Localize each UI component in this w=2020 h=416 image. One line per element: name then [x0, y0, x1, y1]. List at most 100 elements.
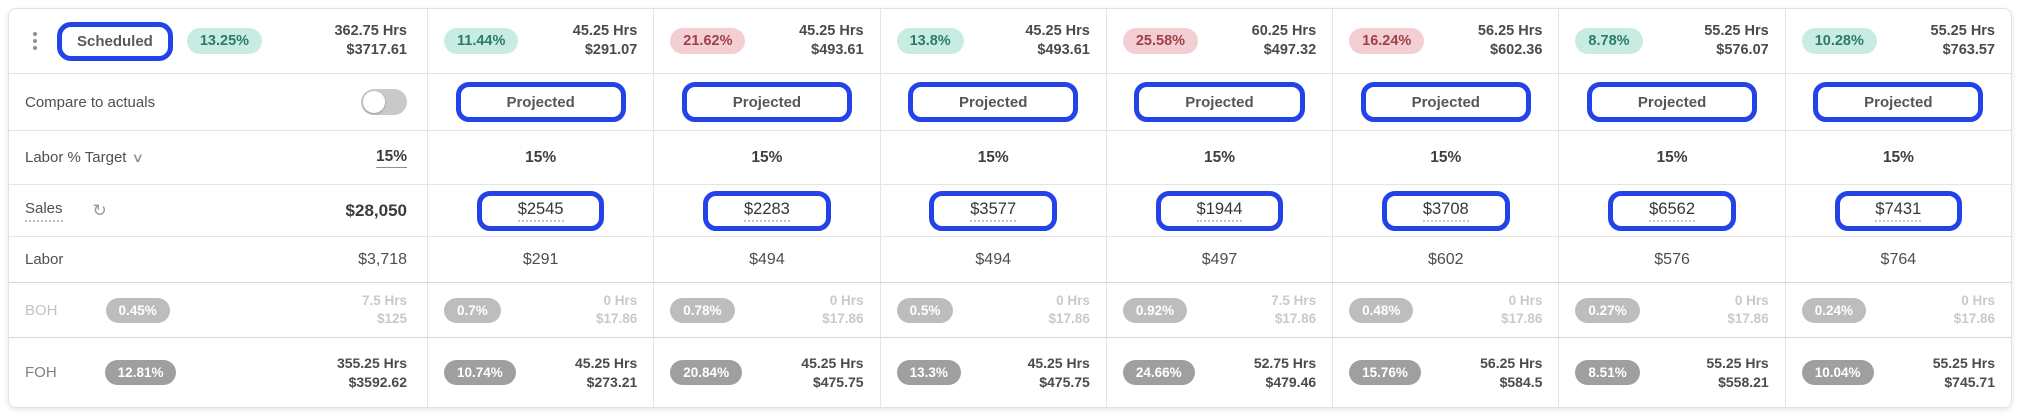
chevron-down-icon: ∨ [132, 149, 145, 165]
sales-input[interactable]: $2545 [476, 190, 605, 231]
boh-percent-badge: 0.45% [105, 297, 170, 323]
boh-percent-badge: 0.92% [1122, 297, 1188, 323]
hours-cost: 56.25 Hrs $602.36 [1477, 23, 1543, 58]
foh-percent-badge: 8.51% [1575, 360, 1640, 385]
labor-value: $291 [522, 250, 559, 268]
sales-value: $2283 [743, 200, 790, 222]
labor-schedule-table: Scheduled 13.25% 362.75 Hrs $3717.61 11.4… [8, 8, 2012, 408]
labor-percent-badge: 21.62% [670, 28, 746, 54]
projected-button[interactable]: Projected [455, 82, 626, 122]
labor-percent-badge: 11.44% [444, 28, 519, 54]
hours-cost: 45.25 Hrs $475.75 [801, 355, 864, 390]
projected-button[interactable]: Projected [1360, 82, 1531, 122]
sales-value: $6562 [1649, 200, 1695, 222]
labor-target-label: Labor % Target [25, 148, 127, 166]
hours-cost: 7.5 Hrs $17.86 [1271, 293, 1317, 326]
sales-input[interactable]: $2283 [703, 190, 831, 231]
day-header-cell: 11.44% 45.25 Hrs $291.07 [427, 9, 653, 73]
hours-cost: 55.25 Hrs $576.07 [1704, 23, 1769, 58]
labor-target-value: 15% [751, 148, 783, 166]
projected-label: Projected [1185, 93, 1254, 111]
labor-target-value: 15% [525, 148, 557, 166]
labor-summary-cell: Labor $3,718 [9, 237, 427, 282]
labor-value: $764 [1880, 250, 1917, 268]
hours-cost: 52.75 Hrs $479.46 [1253, 355, 1317, 390]
boh-summary-cell: BOH 0.45% 7.5 Hrs $125 [9, 283, 427, 337]
hours-cost: 55.25 Hrs $763.57 [1930, 23, 1996, 58]
projected-label: Projected [1411, 93, 1480, 111]
hours-cost: 0 Hrs $17.86 [1727, 293, 1769, 326]
labor-value: $494 [749, 250, 785, 268]
day-header-cell: 8.78% 55.25 Hrs $576.07 [1558, 9, 1784, 73]
labor-target-dropdown[interactable]: Labor % Target ∨ [25, 148, 145, 167]
sales-input[interactable]: $3577 [929, 190, 1057, 231]
boh-percent-badge: 0.48% [1349, 297, 1414, 323]
projected-button[interactable]: Projected [908, 82, 1079, 122]
boh-percent-badge: 0.24% [1801, 297, 1866, 323]
labor-target-value: 15% [977, 148, 1009, 166]
sales-total: $28,050 [345, 200, 407, 220]
hours-cost: 0 Hrs $17.86 [1048, 293, 1090, 326]
hours-cost: 55.25 Hrs $745.71 [1932, 355, 1995, 390]
compare-to-actuals-label: Compare to actuals [25, 93, 156, 111]
projected-button[interactable]: Projected [1813, 82, 1984, 122]
sales-value: $3708 [1422, 200, 1469, 222]
sales-input[interactable]: $1944 [1155, 190, 1284, 231]
foh-percent-badge: 24.66% [1122, 360, 1195, 385]
labor-value: $494 [975, 250, 1011, 268]
scheduled-selector[interactable]: Scheduled [57, 21, 173, 61]
day-header-cell: 16.24% 56.25 Hrs $602.36 [1332, 9, 1558, 73]
sales-input[interactable]: $7431 [1834, 190, 1963, 231]
sales-input[interactable]: $6562 [1608, 190, 1736, 231]
labor-label: Labor [25, 251, 64, 268]
labor-row: Labor $3,718 $291 $494 $494 $497 $602 $5… [9, 236, 2011, 282]
sales-label: Sales [25, 200, 63, 222]
foh-percent-badge: 15.76% [1349, 360, 1421, 385]
labor-target-cell: Labor % Target ∨ 15% [9, 131, 427, 184]
sync-icon[interactable]: ↻ [92, 200, 107, 220]
hours-cost-summary: 7.5 Hrs $125 [361, 293, 407, 326]
toggle-knob [363, 91, 385, 113]
hours-cost-summary: 362.75 Hrs $3717.61 [334, 23, 407, 58]
projected-label: Projected [506, 93, 575, 111]
sales-value: $3577 [970, 200, 1017, 222]
hours-cost: 45.25 Hrs $493.61 [799, 23, 864, 58]
hours-cost: 45.25 Hrs $493.61 [1025, 23, 1090, 58]
labor-percent-badge: 25.58% [1122, 28, 1199, 54]
hours-cost: 0 Hrs $17.86 [595, 293, 638, 326]
sales-input[interactable]: $3708 [1382, 190, 1510, 231]
labor-target-value[interactable]: 15% [375, 148, 407, 168]
boh-percent-badge: 0.27% [1575, 297, 1640, 323]
sales-row: Sales ↻ $28,050 $2545 $2283 $3577 $1944 … [9, 184, 2011, 236]
hours-cost: 45.25 Hrs $273.21 [575, 355, 638, 390]
labor-total: $3,718 [358, 250, 407, 268]
hours-cost: 0 Hrs $17.86 [822, 293, 864, 326]
projected-label: Projected [732, 93, 802, 111]
hours-cost: 0 Hrs $17.86 [1501, 293, 1543, 326]
labor-target-value: 15% [1430, 148, 1462, 166]
sales-summary-cell: Sales ↻ $28,050 [9, 185, 427, 236]
projected-button[interactable]: Projected [1134, 82, 1305, 122]
boh-percent-badge: 0.78% [670, 297, 735, 323]
boh-row: BOH 0.45% 7.5 Hrs $125 0.7% 0 Hrs $17.86 0.… [9, 282, 2011, 337]
sales-value: $7431 [1875, 200, 1922, 222]
hours-cost: 60.25 Hrs $497.32 [1251, 23, 1317, 58]
hours-cost: 45.25 Hrs $475.75 [1027, 355, 1090, 390]
compare-to-actuals-toggle[interactable] [361, 89, 407, 115]
labor-percent-badge: 13.25% [186, 28, 263, 54]
sales-value: $1944 [1196, 200, 1243, 222]
labor-percent-badge: 16.24% [1349, 28, 1425, 54]
header-row: Scheduled 13.25% 362.75 Hrs $3717.61 11.4… [9, 9, 2011, 73]
labor-target-value: 15% [1656, 148, 1688, 166]
foh-percent-badge: 10.74% [444, 360, 516, 385]
foh-row: FOH 12.81% 355.25 Hrs $3592.62 10.74% 45.2… [9, 337, 2011, 407]
kebab-menu-icon[interactable] [25, 26, 45, 56]
foh-percent-badge: 20.84% [670, 360, 743, 385]
day-header-cell: 10.28% 55.25 Hrs $763.57 [1784, 9, 2011, 73]
scheduled-label: Scheduled [77, 32, 153, 50]
schedule-summary-cell: Scheduled 13.25% 362.75 Hrs $3717.61 [9, 9, 427, 73]
labor-value: $602 [1427, 250, 1464, 268]
labor-target-row: Labor % Target ∨ 15% 15% 15% 15% 15% 15% … [9, 130, 2011, 184]
projected-button[interactable]: Projected [1587, 82, 1758, 122]
projected-button[interactable]: Projected [681, 82, 852, 122]
